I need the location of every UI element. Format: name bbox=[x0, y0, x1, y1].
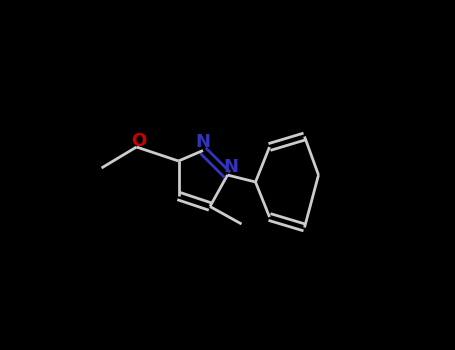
Text: N: N bbox=[223, 158, 238, 176]
Text: N: N bbox=[196, 133, 211, 151]
Text: O: O bbox=[131, 132, 146, 150]
